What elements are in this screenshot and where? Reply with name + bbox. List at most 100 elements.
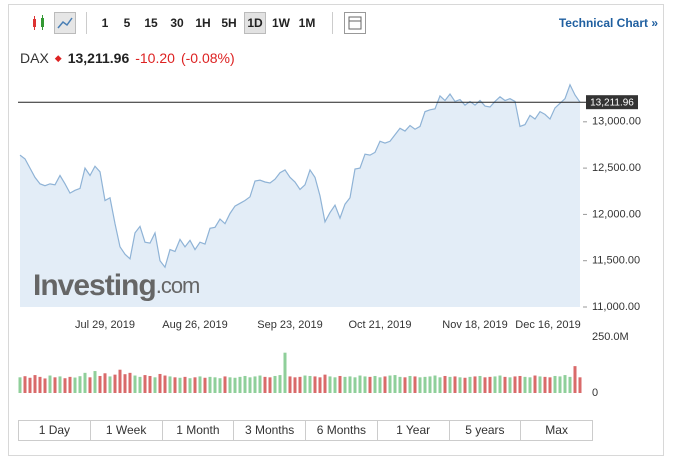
x-tick-label: Jul 29, 2019 bbox=[75, 319, 135, 331]
volume-bar bbox=[323, 374, 327, 393]
volume-bar bbox=[498, 375, 502, 393]
range-button[interactable]: 1 Week bbox=[91, 421, 163, 440]
volume-bar bbox=[408, 375, 412, 393]
interval-button[interactable]: 30 bbox=[170, 16, 184, 30]
volume-bar bbox=[293, 377, 297, 393]
volume-bar bbox=[128, 372, 132, 393]
volume-bar bbox=[88, 377, 92, 393]
volume-bar bbox=[63, 378, 67, 393]
volume-bar bbox=[528, 377, 532, 393]
volume-bar bbox=[238, 376, 242, 393]
volume-bar bbox=[403, 377, 407, 393]
volume-bar bbox=[278, 375, 282, 393]
volume-bar bbox=[273, 375, 277, 393]
volume-bar bbox=[18, 377, 22, 393]
volume-bar bbox=[333, 377, 337, 393]
volume-bar bbox=[378, 377, 382, 393]
volume-bar bbox=[493, 376, 497, 393]
volume-bar bbox=[228, 377, 232, 393]
volume-bar bbox=[423, 376, 427, 393]
volume-bar bbox=[578, 377, 582, 393]
volume-bar bbox=[328, 376, 332, 393]
volume-bar bbox=[218, 378, 222, 393]
volume-bar bbox=[433, 375, 437, 393]
volume-bar bbox=[418, 377, 422, 393]
volume-bar bbox=[58, 376, 62, 393]
volume-bar bbox=[318, 377, 322, 393]
range-button[interactable]: 1 Month bbox=[163, 421, 235, 440]
range-button[interactable]: Max bbox=[545, 423, 568, 437]
volume-bar bbox=[313, 376, 317, 393]
volume-bar bbox=[298, 376, 302, 393]
range-button[interactable]: 3 Months bbox=[234, 421, 306, 440]
interval-button[interactable]: 1M bbox=[298, 16, 316, 30]
volume-bar bbox=[288, 376, 292, 393]
volume-bar bbox=[148, 375, 152, 393]
volume-bar bbox=[308, 375, 312, 393]
settings-icon[interactable] bbox=[344, 12, 366, 34]
y-tick-label: 11,000.00 bbox=[592, 301, 640, 313]
volume-bar bbox=[453, 376, 457, 393]
volume-bar bbox=[83, 372, 87, 393]
volume-bar bbox=[103, 373, 107, 393]
volume-bar bbox=[213, 377, 217, 393]
x-tick-label: Dec 16, 2019 bbox=[515, 319, 580, 331]
range-button[interactable]: 1 Day bbox=[19, 421, 91, 440]
volume-bar bbox=[78, 376, 82, 393]
volume-bar bbox=[178, 377, 182, 393]
interval-button[interactable]: 1H bbox=[195, 16, 211, 30]
volume-bar bbox=[248, 377, 252, 393]
volume-bar bbox=[108, 376, 112, 393]
volume-bar bbox=[398, 376, 402, 393]
line-chart-icon[interactable] bbox=[54, 12, 76, 34]
volume-bar bbox=[488, 376, 492, 393]
volume-bar bbox=[548, 377, 552, 393]
range-button[interactable]: 1 Year bbox=[378, 421, 450, 440]
interval-button[interactable]: 1D bbox=[244, 12, 266, 34]
volume-bar bbox=[48, 375, 52, 393]
volume-bar bbox=[123, 374, 127, 393]
volume-bar bbox=[383, 376, 387, 393]
interval-button[interactable]: 15 bbox=[144, 16, 158, 30]
quote: DAX ◆ 13,211.96 -10.20 (-0.08%) bbox=[20, 48, 241, 68]
volume-bar bbox=[203, 377, 207, 393]
volume-bar bbox=[473, 376, 477, 393]
volume-bar bbox=[193, 377, 197, 393]
volume-bar bbox=[243, 375, 247, 393]
range-button[interactable]: 6 Months bbox=[306, 421, 378, 440]
change: -10.20 bbox=[135, 50, 175, 66]
y-tick-label: 12,500.00 bbox=[592, 162, 641, 174]
volume-bar bbox=[553, 375, 557, 393]
volume-bar bbox=[538, 376, 542, 393]
interval-button[interactable]: 1W bbox=[272, 16, 290, 30]
volume-bar bbox=[268, 377, 272, 393]
volume-bar bbox=[133, 375, 137, 393]
candlestick-icon[interactable] bbox=[28, 12, 50, 34]
volume-tick-label: 250.0M bbox=[592, 331, 629, 343]
volume-bar bbox=[503, 376, 507, 393]
volume-bar bbox=[33, 375, 37, 393]
volume-bar bbox=[113, 374, 117, 393]
technical-chart-link[interactable]: Technical Chart » bbox=[558, 16, 658, 30]
volume-bar bbox=[23, 376, 27, 393]
interval-button[interactable]: 5H bbox=[221, 16, 237, 30]
volume-bar bbox=[483, 377, 487, 393]
volume-bar bbox=[343, 376, 347, 393]
volume-bar bbox=[198, 376, 202, 393]
interval-button[interactable]: 5 bbox=[123, 16, 131, 30]
volume-bar bbox=[188, 378, 192, 393]
volume-bar bbox=[143, 375, 147, 393]
price-line bbox=[19, 83, 581, 269]
interval-button[interactable]: 1 bbox=[101, 16, 109, 30]
volume-bar bbox=[448, 376, 452, 393]
volume-bar bbox=[348, 376, 352, 393]
separator bbox=[332, 12, 333, 34]
widget-frame bbox=[8, 4, 664, 456]
volume-bar bbox=[478, 375, 482, 393]
watermark-brand: Investing bbox=[33, 269, 156, 302]
x-tick-label: Nov 18, 2019 bbox=[442, 319, 507, 331]
volume-bar bbox=[253, 376, 257, 393]
volume-bar bbox=[233, 377, 237, 393]
range-button[interactable]: 5 years bbox=[450, 421, 522, 440]
